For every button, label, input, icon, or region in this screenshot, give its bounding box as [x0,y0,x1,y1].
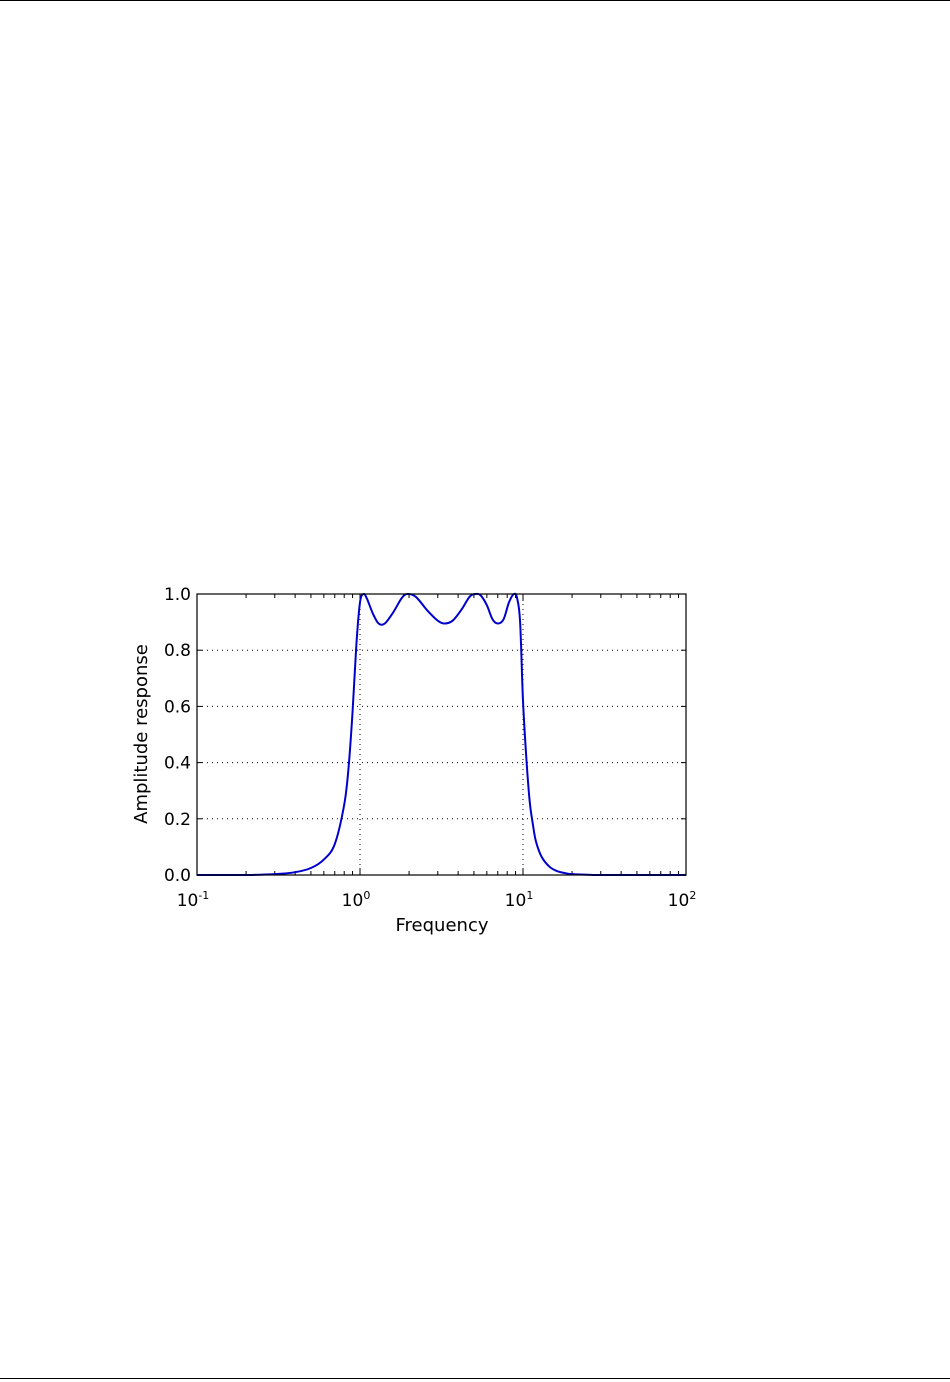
bottom-rule [0,1378,950,1379]
x-tick-base: 10 [505,891,527,911]
plot-frame [196,593,687,876]
x-tick-exponent: -1 [198,889,209,902]
x-tick-label: 101 [505,889,534,911]
response-curve [196,592,686,877]
top-rule [0,0,950,1]
y-tick-label: 0.4 [164,754,191,774]
x-tick-base: 10 [177,891,199,911]
y-tick-label: 0.6 [164,697,191,717]
y-tick-label: 0.8 [164,641,191,661]
y-axis-title: Amplitude response [131,644,152,824]
x-axis-title: Frequency [396,915,489,936]
x-tick-label: 10-1 [177,889,210,911]
x-tick-label: 100 [342,889,371,911]
tick-layer [196,593,687,876]
x-tick-label: 102 [668,889,697,911]
label-layer: 0.00.20.40.60.81.010-1 100 101 102 [164,585,696,911]
y-tick-label: 1.0 [164,585,191,605]
x-tick-exponent: 0 [363,889,370,902]
x-tick-base: 10 [342,891,364,911]
y-tick-label: 0.0 [164,866,191,886]
x-tick-base: 10 [668,891,690,911]
x-tick-exponent: 1 [526,889,533,902]
grid-layer [197,594,686,875]
x-tick-exponent: 2 [689,889,696,902]
y-tick-label: 0.2 [164,810,191,830]
line-layer [196,592,686,877]
